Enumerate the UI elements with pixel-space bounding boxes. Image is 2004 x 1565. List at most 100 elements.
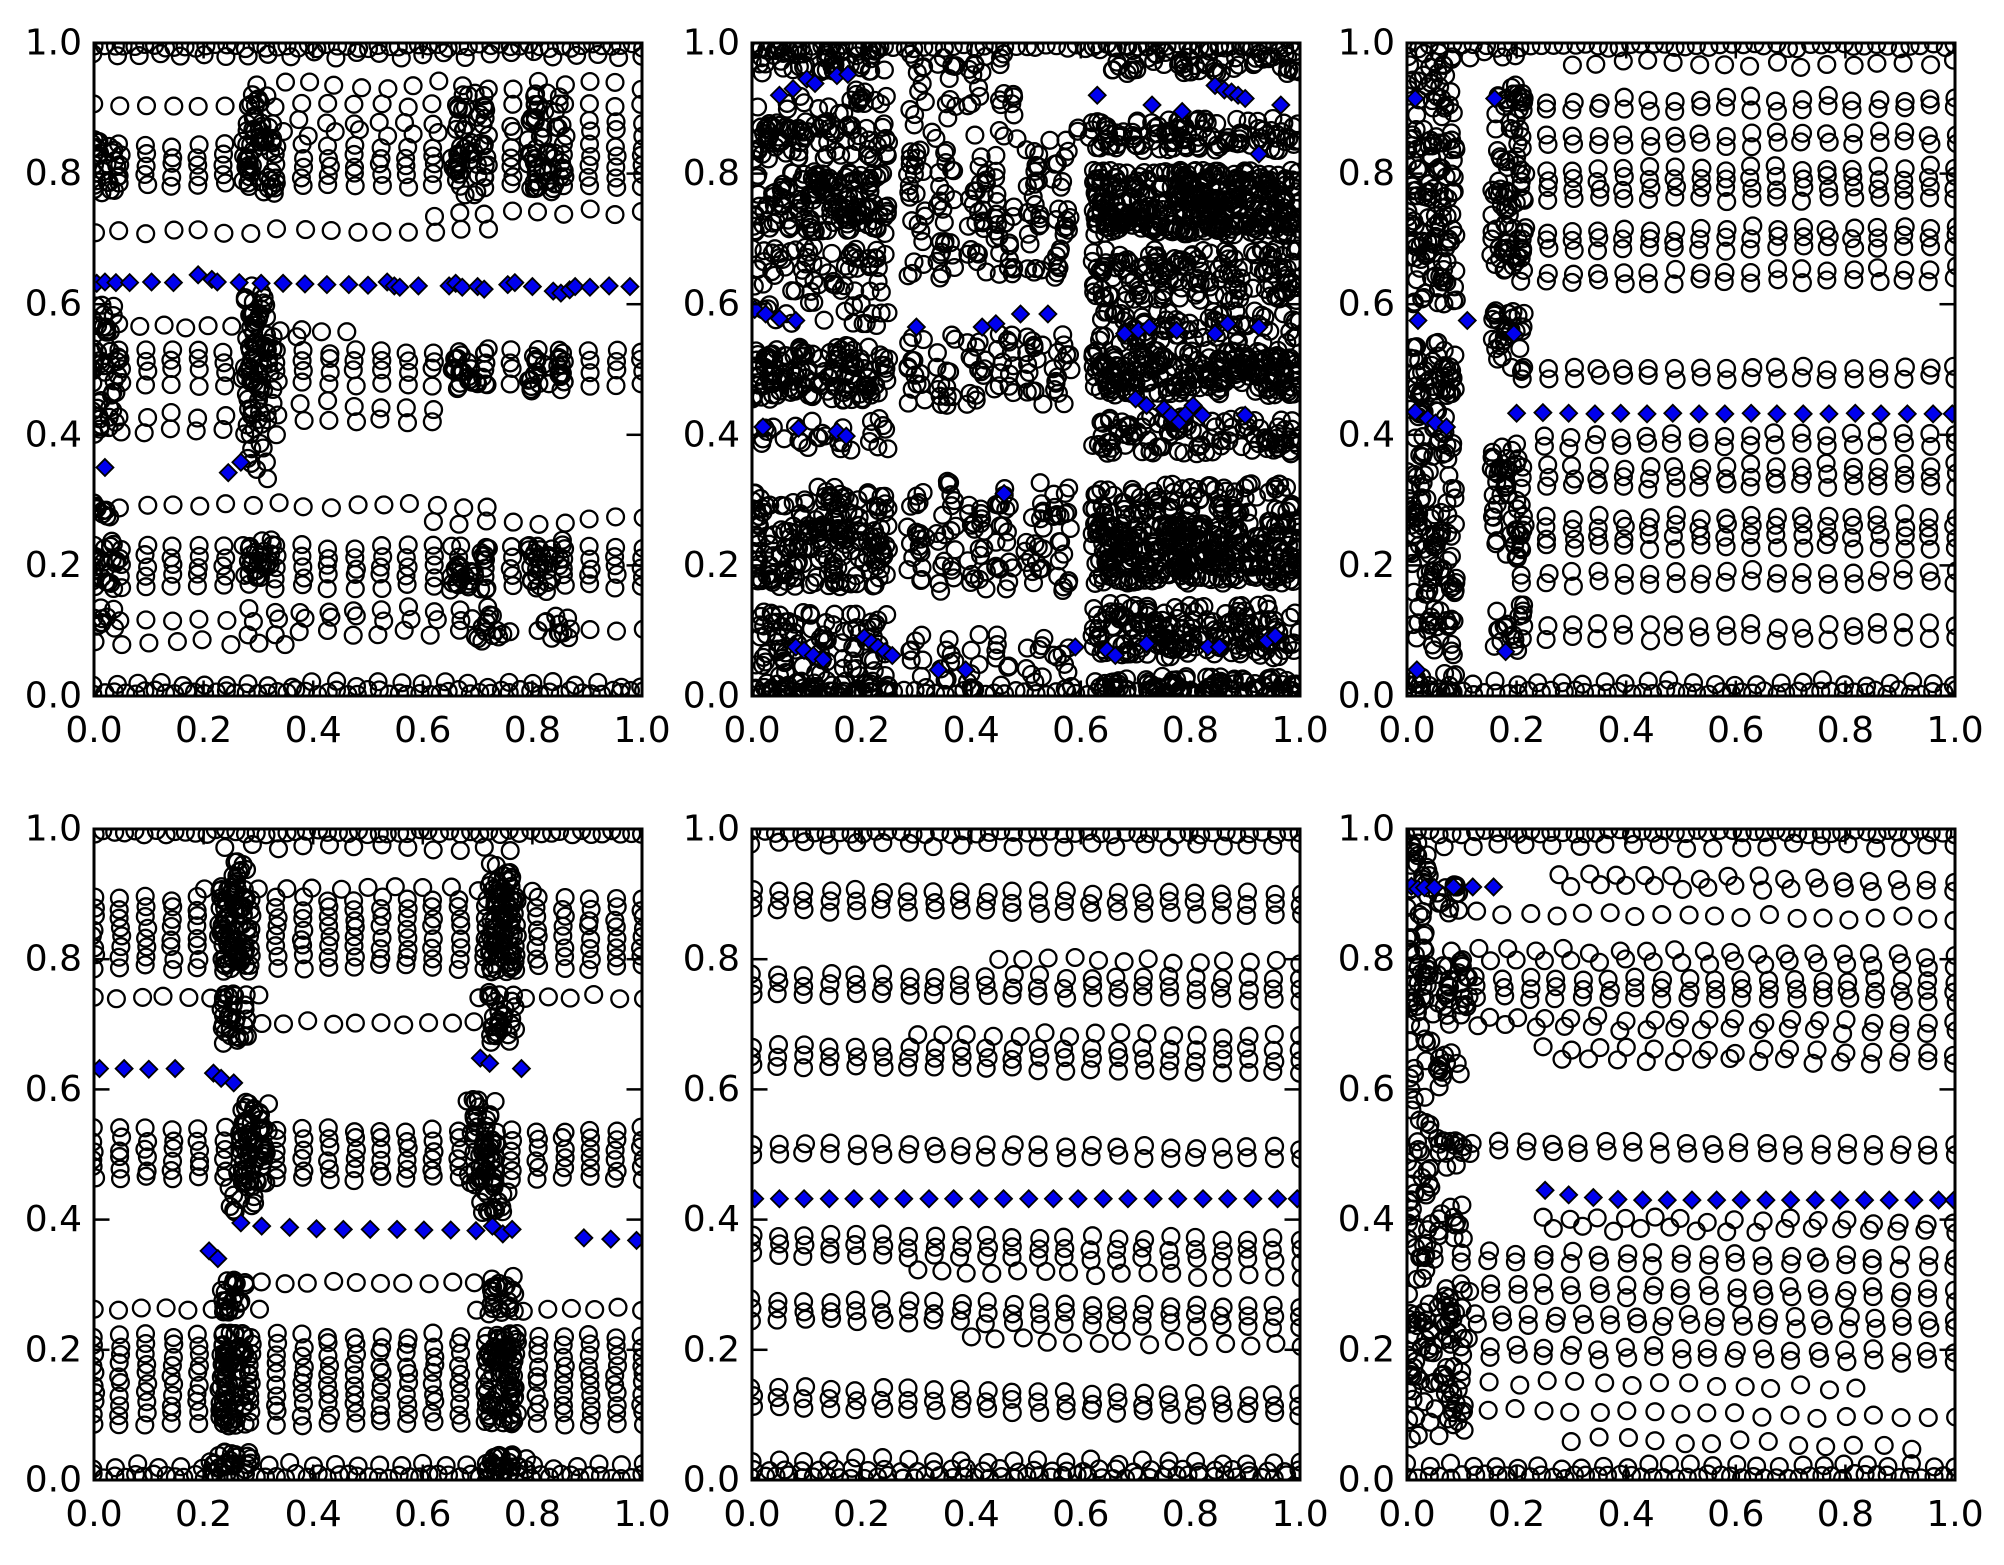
- y-tick-label: 0.0: [683, 1460, 740, 1501]
- subplot-r2c3-border: [1405, 827, 1957, 1482]
- x-tick-label: 0.6: [394, 710, 451, 751]
- y-tick-label: 0.8: [1338, 939, 1395, 980]
- subplot-r1c2-markers: [753, 44, 1299, 695]
- y-tick-label: 0.2: [683, 1329, 740, 1370]
- subplot-r1c1-orbit-circles: [95, 44, 641, 695]
- y-tick-label: 0.8: [683, 153, 740, 194]
- subplot-r1c3: 0.00.0 0.2 0.2 0.4 0.4 0.6 0.6 0.8 0.8 1.0 1.0: [1338, 23, 1984, 752]
- y-tick-label: 0.6: [1338, 284, 1395, 325]
- y-tick-label: 0.0: [683, 676, 740, 717]
- x-tick-label: 0.2: [1488, 710, 1545, 751]
- x-tick-label: 0.0: [65, 1494, 122, 1535]
- subplot-r2c1-orbit-circles: [95, 830, 641, 1479]
- x-tick-label: 0.6: [1052, 710, 1109, 751]
- subplot-r2c1-border: [92, 827, 644, 1482]
- y-tick-label: 1.0: [1338, 23, 1395, 64]
- y-tick-label: 1.0: [683, 23, 740, 64]
- y-tick-label: 0.6: [25, 1069, 82, 1110]
- x-tick-label: 0.6: [394, 1494, 451, 1535]
- x-tick-label: 0.8: [1162, 1494, 1219, 1535]
- y-tick-label: 0.8: [25, 153, 82, 194]
- y-tick-label: 0.2: [683, 545, 740, 586]
- x-tick-label: 1.0: [613, 710, 670, 751]
- x-tick-label: 0.8: [1162, 710, 1219, 751]
- subplot-r2c1-highlight-diamonds: [95, 1048, 641, 1269]
- subplot-r1c3-tick-labels: 0.00.0 0.2 0.2 0.4 0.4 0.6 0.6 0.8 0.8 1.0 1.0: [1338, 23, 1984, 752]
- subplot-r1c1-tick-labels: 0.00.0 0.2 0.2 0.4 0.4 0.6 0.6 0.8 0.8 1.0 1.0: [25, 23, 671, 752]
- x-tick-label: 0.6: [1052, 1494, 1109, 1535]
- x-tick-label: 0.4: [1598, 1494, 1655, 1535]
- subplot-r1c3-highlight-diamonds: [1408, 88, 1954, 680]
- subplot-r1c2-orbit-circles: [753, 44, 1299, 695]
- y-tick-label: 0.0: [1338, 1460, 1395, 1501]
- x-tick-label: 1.0: [613, 1494, 670, 1535]
- y-tick-label: 0.8: [1338, 153, 1395, 194]
- x-tick-label: 0.8: [1817, 1494, 1874, 1535]
- subplot-r2c2-border: [750, 827, 1302, 1482]
- subplot-r2c3-orbit-circles: [1408, 830, 1954, 1479]
- x-tick-label: 0.2: [175, 710, 232, 751]
- x-tick-label: 0.0: [65, 710, 122, 751]
- y-tick-label: 0.8: [25, 939, 82, 980]
- subplot-r2c1-tick-labels: 0.00.0 0.2 0.2 0.4 0.4 0.6 0.6 0.8 0.8 1.0 1.0: [25, 809, 671, 1536]
- x-tick-label: 0.4: [943, 710, 1000, 751]
- x-tick-label: 0.8: [504, 710, 561, 751]
- subplot-r2c3-tick-labels: 0.00.0 0.2 0.2 0.4 0.4 0.6 0.6 0.8 0.8 1.0 1.0: [1338, 809, 1984, 1536]
- y-tick-label: 0.2: [1338, 545, 1395, 586]
- y-tick-label: 0.6: [683, 1069, 740, 1110]
- subplot-r1c2: 0.00.0 0.2 0.2 0.4 0.4 0.6 0.6 0.8 0.8 1.0 1.0: [683, 23, 1329, 752]
- y-tick-label: 1.0: [25, 809, 82, 850]
- x-tick-label: 0.0: [1378, 1494, 1435, 1535]
- x-tick-label: 0.0: [1378, 710, 1435, 751]
- y-tick-label: 0.4: [683, 1199, 740, 1240]
- x-tick-label: 0.4: [1598, 710, 1655, 751]
- subplot-r1c3-orbit-circles: [1408, 44, 1954, 695]
- x-tick-label: 0.6: [1707, 710, 1764, 751]
- y-tick-label: 0.0: [1338, 676, 1395, 717]
- y-tick-label: 0.4: [1338, 414, 1395, 455]
- x-tick-label: 0.2: [833, 1494, 890, 1535]
- subplot-r1c2-tick-labels: 0.00.0 0.2 0.2 0.4 0.4 0.6 0.6 0.8 0.8 1.0 1.0: [683, 23, 1329, 752]
- subplot-r1c1: 0.00.0 0.2 0.2 0.4 0.4 0.6 0.6 0.8 0.8 1.0 1.0: [25, 23, 671, 752]
- x-tick-label: 1.0: [1271, 710, 1328, 751]
- x-tick-label: 0.0: [723, 710, 780, 751]
- subplot-r1c1-highlight-diamonds: [95, 265, 640, 483]
- x-tick-label: 0.2: [833, 710, 890, 751]
- subplot-r2c2-orbit-circles: [753, 830, 1299, 1479]
- y-tick-label: 0.0: [25, 676, 82, 717]
- x-tick-label: 1.0: [1926, 710, 1983, 751]
- y-tick-label: 0.8: [683, 939, 740, 980]
- y-tick-label: 0.4: [25, 414, 82, 455]
- subplot-r1c3-border: [1405, 41, 1957, 698]
- subplot-r1c1-markers: [95, 44, 641, 695]
- subplot-r2c3: 0.00.0 0.2 0.2 0.4 0.4 0.6 0.6 0.8 0.8 1.0 1.0: [1338, 809, 1984, 1536]
- x-tick-label: 0.6: [1707, 1494, 1764, 1535]
- x-tick-label: 0.4: [285, 1494, 342, 1535]
- y-tick-label: 0.4: [1338, 1199, 1395, 1240]
- y-tick-label: 0.0: [25, 1460, 82, 1501]
- subplot-r1c2-border: [750, 41, 1302, 698]
- y-tick-label: 0.4: [25, 1199, 82, 1240]
- y-tick-label: 0.6: [683, 284, 740, 325]
- y-tick-label: 0.2: [25, 545, 82, 586]
- y-tick-label: 1.0: [25, 23, 82, 64]
- y-tick-label: 0.2: [25, 1329, 82, 1370]
- subplot-r2c3-highlight-diamonds: [1408, 876, 1954, 1210]
- x-tick-label: 1.0: [1271, 1494, 1328, 1535]
- x-tick-label: 0.4: [943, 1494, 1000, 1535]
- x-tick-label: 0.2: [175, 1494, 232, 1535]
- subplot-r2c1: 0.00.0 0.2 0.2 0.4 0.4 0.6 0.6 0.8 0.8 1.0 1.0: [25, 809, 671, 1536]
- y-tick-label: 1.0: [1338, 809, 1395, 850]
- y-tick-label: 0.6: [25, 284, 82, 325]
- subplot-r1c3-markers: [1408, 44, 1954, 695]
- x-tick-label: 0.4: [285, 710, 342, 751]
- subplot-r2c3-markers: [1408, 830, 1954, 1479]
- subplot-r2c2-tick-labels: 0.00.0 0.2 0.2 0.4 0.4 0.6 0.6 0.8 0.8 1.0 1.0: [683, 809, 1329, 1536]
- y-tick-label: 1.0: [683, 809, 740, 850]
- x-tick-label: 0.8: [504, 1494, 561, 1535]
- subplot-r2c2: 0.00.0 0.2 0.2 0.4 0.4 0.6 0.6 0.8 0.8 1.0 1.0: [683, 809, 1329, 1536]
- y-tick-label: 0.4: [683, 414, 740, 455]
- x-tick-label: 0.8: [1817, 710, 1874, 751]
